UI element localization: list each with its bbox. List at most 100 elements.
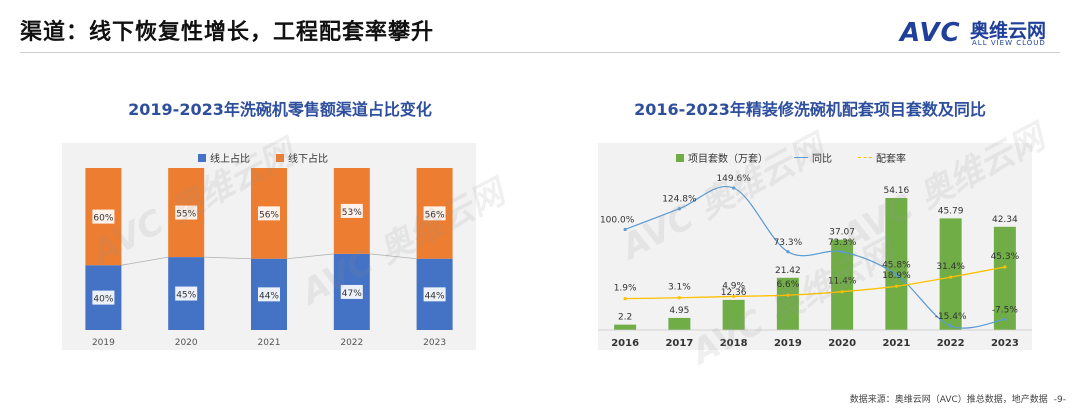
data-label-projects-2021: 54.16: [883, 186, 909, 196]
yoy-point-2021: [894, 273, 898, 277]
data-label-box: [92, 209, 115, 224]
series-line: [369, 253, 417, 260]
data-label-yoy-2020: 73.3%: [828, 238, 857, 248]
yoy-point-2017: [677, 207, 681, 211]
brand-mark: AVC: [900, 18, 961, 48]
data-label-box: [175, 286, 198, 301]
page-number: -9-: [1053, 395, 1066, 405]
data-label-online-2021: 44%: [259, 291, 279, 301]
data-label-rate-2021: 18.9%: [882, 271, 911, 281]
data-label-box: [175, 205, 198, 220]
data-label-box: [340, 203, 363, 218]
x-tick-label-2016: 2016: [611, 338, 639, 349]
x-tick-label-2017: 2017: [665, 338, 693, 349]
x-tick-label-2019: 2019: [92, 338, 115, 348]
data-label-projects-2016: 2.2: [618, 313, 632, 323]
data-label-offline-2021: 56%: [259, 210, 279, 220]
legend-item-online: 线上占比: [198, 150, 250, 165]
x-tick-label-2020: 2020: [175, 338, 198, 348]
bar-projects-2023: [993, 226, 1016, 330]
chart1-title: 2019-2023年洗碗机零售额渠道占比变化: [128, 100, 432, 119]
data-label-yoy-2017: 124.8%: [662, 195, 697, 205]
series-line: [204, 256, 252, 260]
data-label-offline-2023: 56%: [425, 210, 445, 220]
x-tick-label-2023: 2023: [991, 338, 1019, 349]
data-label-rate-2022: 31.4%: [936, 262, 965, 272]
legend-item-projects: 项目套数（万套）: [676, 150, 768, 165]
legend-swatch-offline: [276, 153, 284, 162]
data-label-rate-2018: 4.9%: [722, 281, 745, 291]
legend-label-offline: 线下占比: [288, 154, 328, 165]
data-label-box: [423, 287, 446, 302]
x-tick-label-2023: 2023: [423, 338, 446, 348]
data-label-projects-2018: 12.36: [721, 288, 747, 298]
data-label-yoy-2023: -7.5%: [992, 305, 1019, 315]
rate-point-2019: [786, 293, 790, 297]
x-tick-label-2021: 2021: [882, 338, 910, 349]
bar-projects-2020: [831, 239, 854, 330]
data-label-yoy-2021: 45.8%: [882, 261, 911, 271]
chart1-legend: 线上占比 线下占比: [198, 150, 354, 165]
legend-swatch-online: [198, 153, 206, 162]
legend-item-offline: 线下占比: [276, 150, 328, 165]
rate-point-2016: [623, 297, 627, 301]
brand-tagline: ALL VIEW CLOUD: [972, 39, 1046, 47]
yoy-point-2022: [949, 324, 953, 328]
data-label-online-2023: 44%: [425, 291, 445, 301]
bar-projects-2019: [776, 277, 799, 330]
chart2-svg: 2.2 2016 4.95 2017 12.36 2018 21.42 2019 37.07 20…: [598, 174, 1032, 349]
page-title: 渠道：线下恢复性增长，工程配套率攀升: [20, 20, 435, 45]
title-divider: [20, 52, 1060, 53]
bar-projects-2021: [885, 198, 908, 330]
data-label-box: [340, 284, 363, 299]
x-tick-label-2019: 2019: [774, 338, 802, 349]
data-label-box: [258, 287, 280, 302]
bar-projects-2016: [614, 324, 637, 330]
yoy-line: [624, 185, 1005, 329]
data-label-box: [423, 206, 446, 221]
x-tick-label-2022: 2022: [937, 338, 965, 349]
x-tick-label-2018: 2018: [720, 338, 748, 349]
data-label-offline-2020: 55%: [176, 210, 196, 220]
data-label-offline-2019: 60%: [93, 214, 113, 224]
x-tick-label-2021: 2021: [258, 338, 281, 348]
legend-swatch-rate: [858, 157, 872, 158]
data-label-rate-2019: 6.6%: [776, 280, 799, 290]
data-label-online-2022: 47%: [342, 289, 362, 299]
legend-swatch-yoy: [794, 157, 808, 158]
series-line: [286, 253, 334, 260]
data-label-projects-2017: 4.95: [669, 306, 689, 316]
legend-swatch-projects: [676, 153, 684, 162]
data-label-yoy-2022: -15.4%: [935, 312, 967, 322]
rate-point-2018: [732, 294, 736, 299]
data-label-rate-2020: 11.4%: [828, 277, 857, 287]
rate-point-2022: [949, 275, 953, 279]
footer: 数据来源：奥维云网（AVC）推总数据，地产数据 -9-: [850, 392, 1066, 405]
data-label-projects-2019: 21.42: [775, 266, 801, 276]
data-label-box: [92, 290, 115, 305]
bar-projects-2022: [939, 218, 962, 330]
x-tick-label-2022: 2022: [340, 338, 363, 348]
rate-line: [625, 266, 1005, 300]
data-label-yoy-2018: 149.6%: [716, 174, 751, 184]
chart1-svg: 40% 60% 2019 45% 55% 2020 44% 56% 2021 47% 53% 2022…: [85, 168, 453, 348]
data-label-online-2019: 40%: [93, 295, 113, 305]
brand-name: 奥维云网: [970, 20, 1047, 42]
data-label-rate-2016: 1.9%: [614, 284, 637, 294]
yoy-point-2019: [786, 250, 790, 254]
data-label-online-2020: 45%: [176, 291, 196, 301]
yoy-point-2023: [1003, 317, 1007, 321]
legend-label-projects: 项目套数（万套）: [688, 154, 768, 165]
legend-item-rate: 配套率: [858, 150, 906, 165]
series-line: [121, 256, 169, 266]
rate-point-2023: [1003, 265, 1007, 269]
brand-logo: AVC 奥维云网 ALL VIEW CLOUD: [900, 16, 1060, 50]
data-label-rate-2017: 3.1%: [668, 283, 691, 293]
data-label-projects-2022: 45.79: [938, 206, 964, 216]
x-tick-label-2020: 2020: [828, 338, 856, 349]
footer-source: 数据来源：奥维云网（AVC）推总数据，地产数据: [849, 395, 1048, 405]
data-label-yoy-2019: 73.3%: [774, 238, 803, 248]
legend-label-online: 线上占比: [210, 154, 250, 165]
data-label-projects-2020: 37.07: [829, 228, 855, 238]
rate-point-2017: [677, 296, 681, 300]
